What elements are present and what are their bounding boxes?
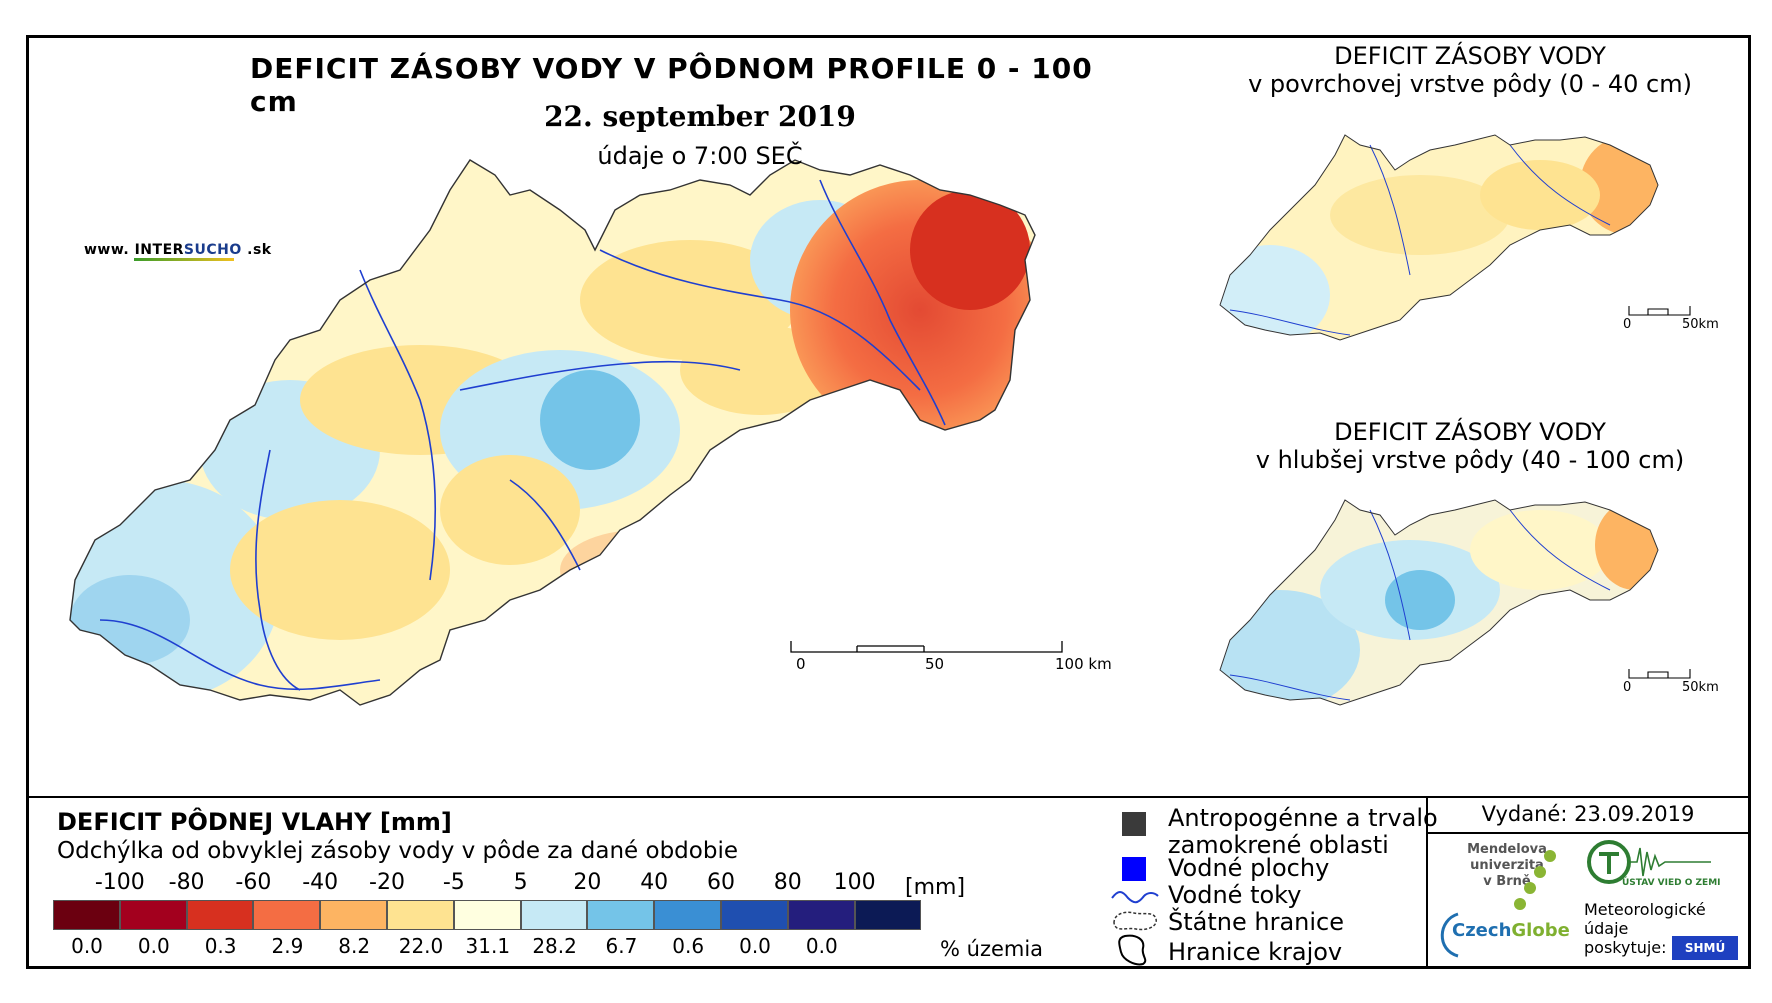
legend-color-box bbox=[587, 900, 655, 930]
legend-pct-value: 0.0 bbox=[137, 934, 170, 958]
mendel-l3: v Brně bbox=[1483, 874, 1531, 889]
issued-date: Vydané: 23.09.2019 bbox=[1481, 802, 1695, 826]
intersucho-suffix: .sk bbox=[241, 242, 272, 258]
intersucho-logo: www. INTERSUCHO .sk bbox=[84, 242, 272, 261]
urban-area-label-1: Antropogénne a trvalo bbox=[1168, 804, 1438, 832]
data-time: údaje o 7:00 SEČ bbox=[597, 142, 803, 170]
river-label: Vodné toky bbox=[1168, 881, 1302, 909]
legend-tick-label: -20 bbox=[369, 870, 405, 895]
water-body-swatch bbox=[1122, 857, 1146, 881]
main-date: 22. september 2019 bbox=[544, 100, 856, 133]
intersucho-highlight: SUCHO bbox=[183, 242, 242, 258]
legend-color-box bbox=[253, 900, 321, 930]
mendel-l1: Mendelova bbox=[1467, 842, 1547, 857]
legend-divider bbox=[1426, 796, 1428, 969]
state-border-icon bbox=[1113, 911, 1157, 931]
legend-tick-label: -100 bbox=[94, 870, 145, 895]
legend-pct-value: 28.2 bbox=[532, 934, 577, 958]
legend-tick-label: 60 bbox=[707, 870, 735, 895]
legend-tick-label: -60 bbox=[235, 870, 272, 895]
legend-color-box bbox=[119, 900, 187, 930]
ustav-logo-text: ÚSTAV VIED O ZEMI bbox=[1622, 878, 1721, 888]
legend-color-box bbox=[854, 900, 922, 930]
legend-tick-label: 20 bbox=[573, 870, 602, 895]
legend-color-box bbox=[520, 900, 588, 930]
legend-color-box bbox=[787, 900, 855, 930]
urban-area-swatch bbox=[1122, 812, 1146, 836]
mendel-logo-text: Mendelova univerzita v Brně bbox=[1462, 842, 1552, 890]
inset-top-title-2: v povrchovej vrstve pôdy (0 - 40 cm) bbox=[1248, 70, 1692, 98]
mendel-l2: univerzita bbox=[1470, 858, 1544, 873]
legend-pct-value: 22.0 bbox=[398, 934, 444, 958]
legend-color-box bbox=[387, 900, 454, 930]
inset-top-title: DEFICIT ZÁSOBY VODY v povrchovej vrstve … bbox=[1210, 42, 1730, 98]
legend-tick-label: -5 bbox=[442, 870, 465, 895]
legend-tick-label: 5 bbox=[513, 870, 528, 895]
river-icon bbox=[1111, 891, 1159, 904]
legend-pct-value: 31.1 bbox=[465, 934, 511, 958]
inset-top-title-1: DEFICIT ZÁSOBY VODY bbox=[1334, 42, 1606, 70]
inset-bottom-title: DEFICIT ZÁSOBY VODY v hlubšej vrstve pôd… bbox=[1210, 418, 1730, 474]
inset-bottom-scale-bar bbox=[1628, 669, 1691, 679]
legend-band bbox=[26, 796, 1751, 969]
czechglobe-logo: CzechGlobe bbox=[1452, 920, 1570, 941]
legend-tick-label: 100 bbox=[833, 870, 876, 895]
ustav-logo-icon bbox=[1587, 840, 1711, 884]
shmu-logo: SHMÚ bbox=[1672, 936, 1738, 960]
legend-tick-label: -40 bbox=[302, 870, 339, 895]
inset-bottom-title-1: DEFICIT ZÁSOBY VODY bbox=[1334, 418, 1606, 446]
water-body-label: Vodné plochy bbox=[1168, 854, 1330, 882]
main-scale-bar bbox=[790, 641, 1063, 653]
legend-title: DEFICIT PÔDNEJ VLAHY [mm] bbox=[57, 808, 452, 836]
legend-color-box bbox=[320, 900, 387, 930]
main-scale-50: 50 bbox=[925, 655, 945, 673]
legend-subtitle: Odchýlka od obvyklej zásoby vody v pôde … bbox=[57, 838, 738, 864]
legend-color-box bbox=[721, 900, 788, 930]
legend-units: [mm] bbox=[905, 875, 966, 900]
urban-area-label-2: zamokrené oblasti bbox=[1168, 831, 1389, 859]
legend-pct-value: 2.9 bbox=[271, 934, 304, 958]
legend-color-box bbox=[654, 900, 721, 930]
legend-pct-value: 0.0 bbox=[805, 934, 838, 958]
inset-top-map bbox=[1219, 134, 1659, 341]
legend-pct-value: 0.3 bbox=[204, 934, 237, 958]
legend-tick-label: 40 bbox=[640, 870, 669, 895]
state-border-label: Štátne hranice bbox=[1168, 908, 1344, 936]
inset-bottom-title-2: v hlubšej vrstve pôdy (40 - 100 cm) bbox=[1255, 446, 1685, 474]
legend-tick-label: 80 bbox=[773, 870, 802, 895]
legend-color-box bbox=[53, 900, 120, 930]
meteo-l3: poskytuje: bbox=[1584, 938, 1667, 957]
intersucho-prefix: www. INTER bbox=[84, 242, 184, 258]
inset-top-scale-0: 0 bbox=[1623, 317, 1632, 332]
region-border-icon bbox=[1118, 934, 1147, 966]
czechglobe-b: Globe bbox=[1511, 920, 1570, 941]
main-title: DEFICIT ZÁSOBY VODY V PÔDNOM PROFILE 0 -… bbox=[250, 52, 1093, 118]
legend-pct-unit: % územia bbox=[940, 937, 1044, 961]
region-border-label: Hranice krajov bbox=[1168, 938, 1343, 966]
mendel-dots-icon bbox=[1514, 850, 1556, 910]
meteo-l2: údaje bbox=[1584, 919, 1629, 938]
legend-pct-value: 6.7 bbox=[605, 934, 638, 958]
inset-bottom-scale-50: 50km bbox=[1682, 680, 1719, 695]
main-scale-0: 0 bbox=[796, 655, 806, 673]
inset-top-scale-bar bbox=[1628, 306, 1691, 316]
legend-pct-value: 0.0 bbox=[739, 934, 771, 958]
legend-pct-value: 8.2 bbox=[338, 934, 371, 958]
czechglobe-arc-icon bbox=[1440, 912, 1459, 958]
legend-tick-label: -80 bbox=[168, 870, 205, 895]
czechglobe-a: Czech bbox=[1452, 920, 1512, 941]
main-scale-100: 100 km bbox=[1055, 655, 1112, 673]
meteo-l1: Meteorologické bbox=[1584, 900, 1706, 919]
main-map bbox=[69, 159, 1036, 706]
inset-top-scale-50: 50km bbox=[1682, 317, 1719, 332]
urban-area-label: Antropogénne a trvalo zamokrené oblasti bbox=[1168, 805, 1438, 859]
meteo-text: Meteorologické údaje poskytuje: bbox=[1584, 900, 1706, 957]
inset-bottom-map bbox=[1219, 499, 1659, 706]
legend-pct-value: 0.6 bbox=[672, 934, 705, 958]
legend-color-box bbox=[186, 900, 254, 930]
legend-color-box bbox=[453, 900, 521, 930]
issued-divider bbox=[1428, 832, 1748, 834]
legend-pct-value: 0.0 bbox=[71, 934, 103, 958]
inset-bottom-scale-0: 0 bbox=[1623, 680, 1632, 695]
